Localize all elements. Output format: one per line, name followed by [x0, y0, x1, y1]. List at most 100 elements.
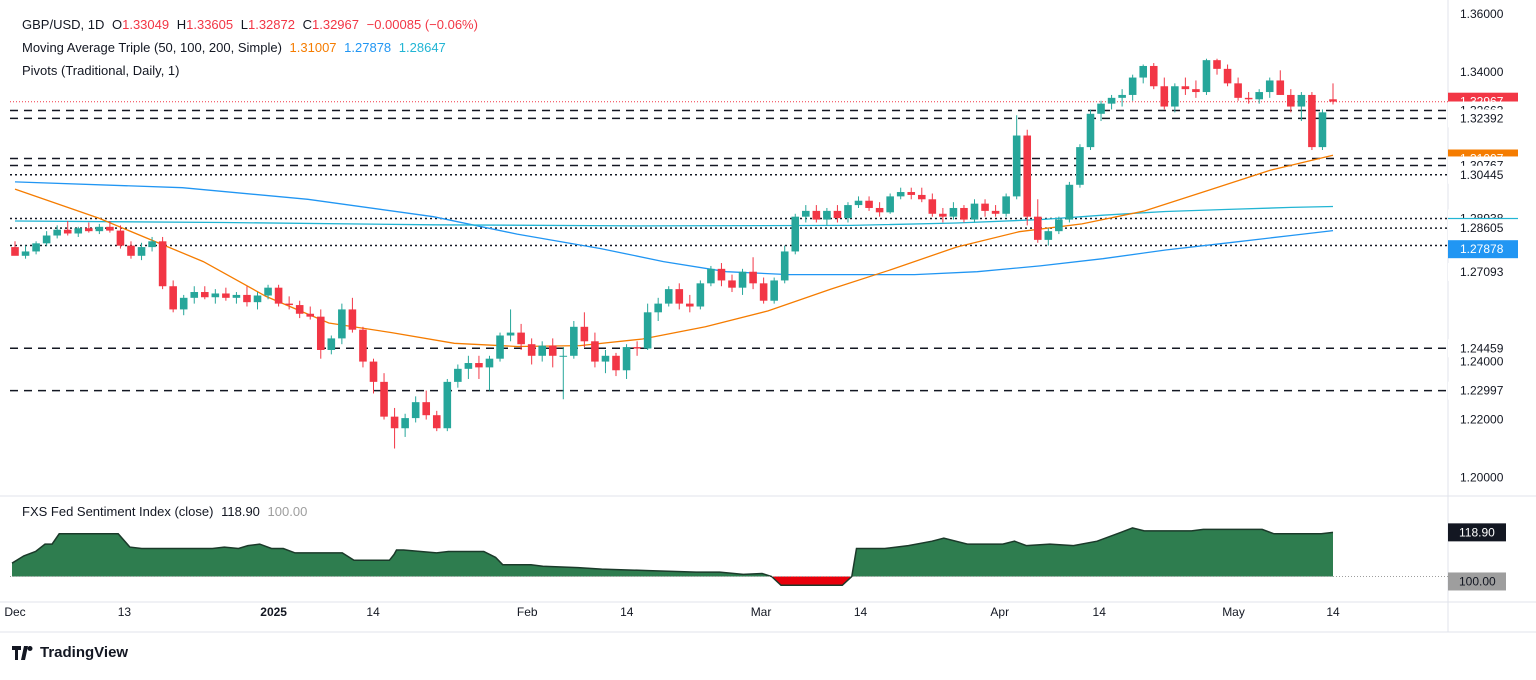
sentiment-area-positive: [12, 527, 1333, 577]
candle-body: [591, 341, 599, 362]
candle-body: [559, 355, 568, 357]
candle-body: [1213, 60, 1221, 69]
candle-body: [738, 271, 747, 288]
candle-body: [1118, 94, 1126, 98]
time-tick-label: 14: [1093, 605, 1107, 619]
price-tick-label: 1.36000: [1460, 7, 1504, 21]
candle-body: [243, 294, 251, 303]
candle-body: [454, 368, 462, 382]
change-value: −0.00085 (−0.06%): [366, 17, 478, 32]
candle-body: [1160, 86, 1169, 107]
candle-body: [580, 326, 589, 342]
candle-body: [1276, 80, 1285, 95]
candle-body: [538, 345, 546, 356]
ma-legend: Moving Average Triple (50, 100, 200, Sim…: [22, 40, 450, 55]
price-label-text: 1.22997: [1460, 384, 1504, 398]
time-axis[interactable]: Dec 13 2025 14 Feb 14 Mar 14 Apr 14 May 14: [4, 605, 1340, 619]
candle-body: [612, 355, 620, 371]
candle-body: [759, 283, 768, 301]
candle-body: [1055, 219, 1063, 232]
candle-body: [222, 293, 230, 298]
tradingview-logo[interactable]: TradingView: [12, 644, 128, 661]
candle-body: [253, 295, 262, 303]
price-label-box: [1448, 262, 1518, 281]
time-tick-label: 13: [118, 605, 132, 619]
candle-body: [1255, 92, 1263, 100]
candle-body: [1287, 94, 1295, 107]
time-tick-label: Feb: [517, 605, 538, 619]
pivots-title[interactable]: Pivots (Traditional, Daily, 1): [22, 63, 180, 78]
sentiment-area-negative: [12, 576, 1333, 586]
candle-body: [232, 294, 241, 298]
candle-body: [1012, 135, 1021, 197]
candle-body: [854, 200, 863, 206]
candle-body: [1097, 103, 1105, 114]
price-axis[interactable]: 1.360001.340001.240001.220001.200001.329…: [1448, 7, 1518, 485]
ma50-value: 1.31007: [289, 40, 337, 55]
candle-body: [654, 303, 662, 313]
candle-body: [211, 293, 220, 298]
ma50-line: [14, 154, 1334, 348]
candle-body: [696, 283, 705, 307]
low-label: L: [240, 17, 248, 32]
candle-body: [896, 192, 905, 197]
candle-body: [1329, 99, 1337, 102]
candle-body: [338, 309, 346, 339]
candle-body: [707, 268, 715, 284]
candle-body: [169, 286, 177, 310]
candle-body: [390, 416, 399, 429]
candle-body: [1171, 86, 1179, 107]
candle-body: [485, 358, 494, 368]
candle-body: [200, 292, 209, 298]
logo-text: TradingView: [40, 644, 129, 661]
time-tick-label: 14: [1326, 605, 1340, 619]
candle-body: [316, 316, 325, 350]
candle-body: [928, 199, 937, 214]
ma-title[interactable]: Moving Average Triple (50, 100, 200, Sim…: [22, 40, 282, 55]
candle-body: [1065, 184, 1074, 220]
indicator-legend: FXS Fed Sentiment Index (close) 118.90 1…: [22, 504, 311, 519]
time-tick-label: 14: [620, 605, 634, 619]
time-tick-label: 14: [854, 605, 868, 619]
ma200-value: 1.28647: [398, 40, 446, 55]
candle-body: [1149, 65, 1158, 87]
price-label-text: 1.32392: [1460, 111, 1504, 125]
candle-body: [1297, 94, 1306, 107]
candle-body: [1076, 147, 1084, 185]
candle-body: [158, 241, 167, 287]
sentiment-value-label: 118.90: [1459, 525, 1495, 539]
candle-body: [527, 344, 536, 356]
candle-body: [1086, 113, 1095, 148]
candle-body: [960, 207, 968, 220]
candle-body: [295, 305, 304, 314]
indicator-base: 100.00: [267, 504, 308, 519]
candle-body: [443, 381, 452, 429]
candle-body: [432, 415, 441, 429]
candle-body: [32, 243, 40, 252]
price-label-box: [1448, 219, 1518, 238]
candle-body: [116, 230, 125, 246]
candle-body: [1234, 83, 1242, 98]
candle-body: [1128, 77, 1137, 95]
candle-body: [675, 289, 684, 304]
candle-body: [1023, 135, 1032, 217]
candle-body: [1002, 196, 1010, 214]
ma100-line: [14, 181, 1334, 276]
candle-body: [791, 216, 800, 252]
candle-body: [274, 287, 283, 304]
candle-body: [939, 213, 947, 217]
candle-body: [327, 338, 336, 350]
candle-body: [1202, 60, 1211, 93]
price-label-text: 1.27878: [1460, 242, 1504, 256]
candle-body: [422, 402, 431, 416]
candle-body: [917, 194, 926, 200]
candle-body: [380, 381, 388, 417]
symbol-label[interactable]: GBP/USD, 1D: [22, 17, 105, 32]
pivots-legend: Pivots (Traditional, Daily, 1): [22, 63, 184, 78]
candle-body: [85, 228, 93, 232]
indicator-title[interactable]: FXS Fed Sentiment Index (close): [22, 504, 214, 519]
candle-body: [106, 226, 114, 231]
open-label: O: [111, 17, 123, 32]
